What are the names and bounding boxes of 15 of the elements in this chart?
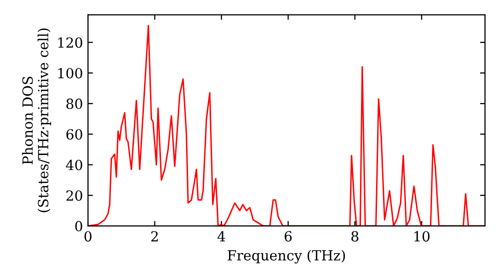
- x-tick-label: 2: [151, 231, 158, 242]
- x-tick-label: 0: [84, 231, 92, 242]
- x-axis-title: Frequency (THz): [228, 250, 345, 264]
- y-tick-label: 0: [75, 220, 82, 232]
- y-tick-label: 60: [66, 129, 82, 140]
- y-tick-label: 80: [66, 98, 82, 110]
- x-tick-label: 8: [351, 231, 358, 242]
- y-axis-title: Phonon DOS (States/THz·primitive cell): [22, 28, 52, 212]
- x-tick-label: 6: [284, 231, 292, 242]
- x-tick-label: 4: [217, 231, 226, 242]
- y-tick-label: 120: [58, 37, 82, 48]
- y-tick-label: 100: [58, 68, 82, 78]
- y-tick-label: 40: [66, 160, 82, 170]
- y-tick-label: 20: [66, 190, 82, 201]
- x-tick-label: 10: [414, 231, 430, 242]
